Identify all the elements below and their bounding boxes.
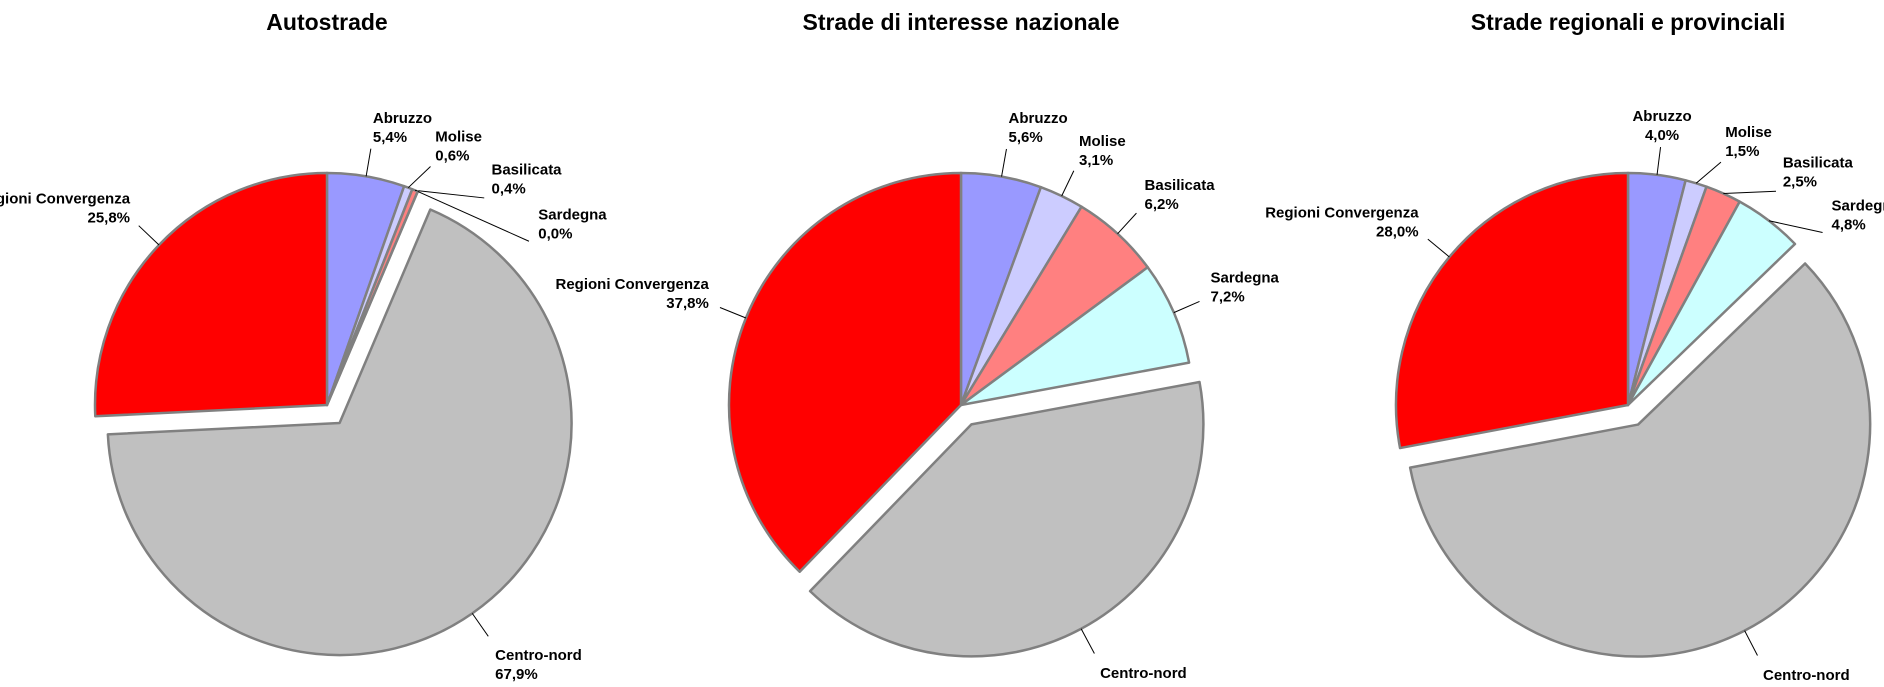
slice-value-label: 28,0%	[1376, 223, 1419, 240]
slice-value-label: 0,4%	[491, 180, 525, 197]
slice-label: Centro-nord	[1100, 665, 1187, 682]
leader-line	[719, 307, 747, 319]
slice-value-label: 2,5%	[1783, 173, 1817, 190]
pie-slice	[325, 190, 419, 407]
slice-value-label: 6,2%	[1145, 196, 1179, 213]
pie-slice	[1626, 200, 1797, 407]
leader-line	[471, 613, 489, 637]
pie-slice	[93, 171, 329, 418]
leader-line	[417, 191, 530, 242]
leader-line	[1427, 238, 1450, 258]
slice-value-label: 4,8%	[1832, 217, 1866, 234]
slice-label: Basilicata	[1145, 177, 1216, 194]
slice-label: Sardegna	[1211, 270, 1280, 287]
leader-line	[1173, 301, 1200, 314]
leader-line	[1117, 212, 1137, 235]
slice-label: Sardegna	[1832, 198, 1884, 215]
slice-label: Basilicata	[1783, 154, 1854, 171]
leader-line	[138, 225, 160, 246]
slice-value-label: 0,0%	[538, 226, 572, 243]
slice-value-label: 7,2%	[1211, 289, 1245, 306]
chart-title: Autostrade	[266, 9, 387, 35]
leader-line	[1695, 161, 1722, 184]
slice-label: Sardegna	[538, 207, 607, 224]
slice-value-label: 3,1%	[1079, 152, 1113, 169]
slice-label: Basilicata	[491, 161, 562, 178]
slice-label: Molise	[1079, 133, 1126, 150]
slice-label: Molise	[1725, 124, 1772, 141]
slice-value-label: 5,4%	[373, 129, 407, 146]
slice-label: Abruzzo	[1632, 108, 1691, 125]
leader-line	[1744, 630, 1758, 656]
slice-label: Molise	[435, 128, 482, 145]
leader-line	[365, 148, 372, 177]
leader-line	[407, 166, 431, 189]
leader-line	[414, 189, 485, 199]
slice-label: Abruzzo	[373, 110, 432, 127]
slice-value-label: 67,9%	[495, 666, 538, 682]
slice-value-label: 4,0%	[1645, 127, 1679, 144]
chart-title: Strade regionali e provinciali	[1471, 9, 1785, 35]
leader-line	[1768, 220, 1823, 234]
pie-slice	[727, 171, 963, 573]
pie-slice	[959, 266, 1191, 407]
slice-label: Abruzzo	[1009, 110, 1068, 127]
leader-line	[1061, 170, 1075, 197]
slice-value-label: 37,8%	[666, 295, 709, 312]
slice-label: Centro-nord	[495, 647, 582, 664]
pie-slice	[1394, 171, 1630, 450]
slice-value-label: 1,5%	[1725, 143, 1759, 160]
slice-value-label: 5,6%	[1009, 129, 1043, 146]
pie-slice	[1408, 262, 1872, 658]
slice-value-label: 25,8%	[87, 209, 130, 226]
pie-slice	[808, 380, 1205, 658]
pie-slice	[106, 208, 573, 657]
chart-title: Strade di interesse nazionale	[802, 9, 1119, 35]
leader-line	[1656, 146, 1662, 175]
leader-line	[1080, 628, 1095, 654]
slice-label: Regioni Convergenza	[555, 276, 709, 293]
leader-line	[1001, 148, 1007, 177]
slice-value-label: 0,6%	[435, 147, 469, 164]
slice-label: Regioni Convergenza	[1265, 204, 1419, 221]
slice-label: Regioni Convergenza	[0, 190, 131, 207]
leader-line	[1723, 190, 1777, 195]
slice-label: Centro-nord	[1763, 667, 1850, 682]
